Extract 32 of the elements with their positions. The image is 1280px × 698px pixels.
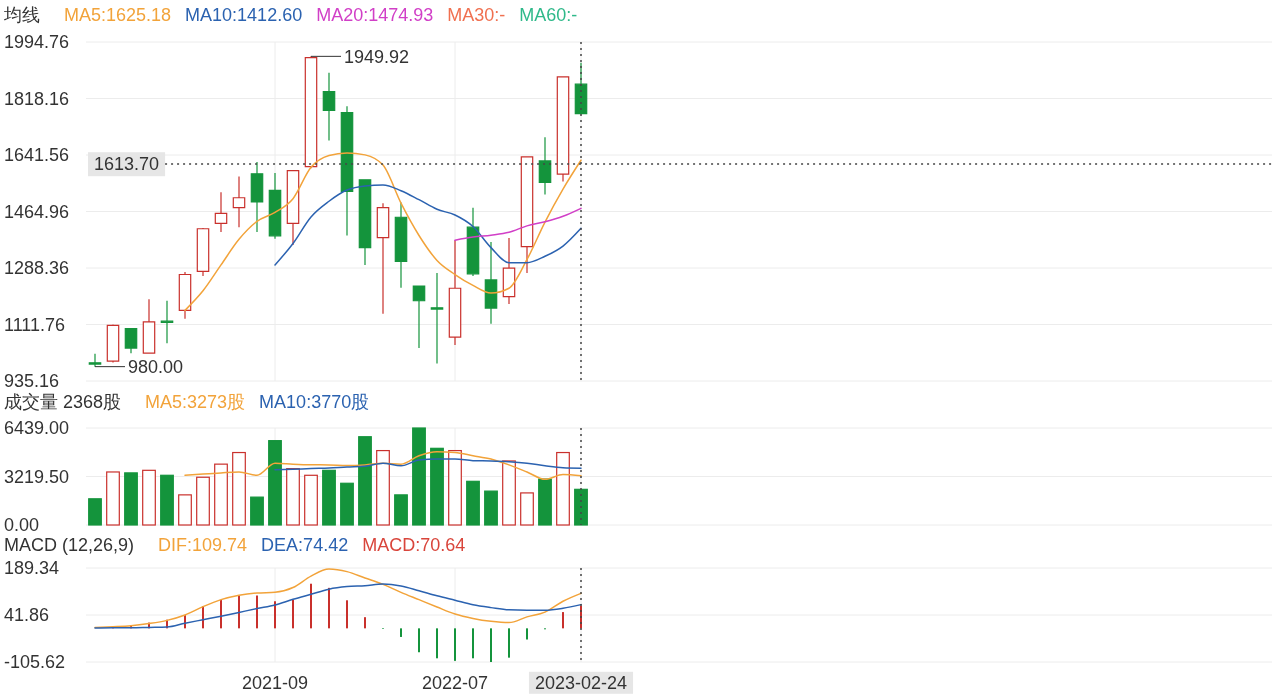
legend-title: 成交量 2368股: [4, 392, 122, 413]
y-tick-label: 935.16: [4, 371, 60, 392]
legend-label: MA30:-: [447, 5, 506, 26]
x-tick-label: 2021-09: [241, 672, 309, 693]
y-tick-label: 6439.00: [4, 418, 70, 439]
y-tick-label: -105.62: [4, 652, 66, 673]
y-tick-label: 1818.16: [4, 88, 70, 109]
y-tick-label: 1288.36: [4, 258, 70, 279]
series-label: DEA:74.42: [261, 535, 349, 556]
legend-label: MA60:-: [519, 5, 578, 26]
y-tick-label: 1464.96: [4, 201, 70, 222]
annotation: 980.00: [128, 356, 184, 377]
y-tick-label: 41.86: [4, 605, 50, 626]
text: DIF:109.74: [158, 535, 248, 556]
text: MA20:1474.93: [316, 5, 434, 26]
ref-line-label: 1613.70: [94, 154, 160, 175]
annotation: 1949.92: [344, 46, 410, 67]
x-tick-label: 2022-07: [421, 672, 489, 693]
legend-title: 均线: [3, 5, 40, 26]
y-tick-label: 1994.76: [4, 32, 70, 53]
text: MA5:3273股: [145, 392, 246, 413]
y-tick-label: 1111.76: [4, 314, 66, 335]
y-tick-label: 3219.50: [4, 466, 70, 487]
y-tick-label: 189.34: [4, 558, 60, 579]
text: MA10:1412.60: [185, 5, 303, 26]
y-tick-label: 1641.56: [4, 145, 70, 166]
y-tick-label: 0.00: [4, 515, 40, 536]
text: MA10:3770股: [259, 392, 370, 413]
x-tick-label: 2023-02-24: [534, 672, 628, 693]
text: MACD:70.64: [362, 535, 466, 556]
legend-title: MACD (12,26,9): [4, 535, 135, 556]
text: MA5:1625.18: [64, 5, 172, 26]
